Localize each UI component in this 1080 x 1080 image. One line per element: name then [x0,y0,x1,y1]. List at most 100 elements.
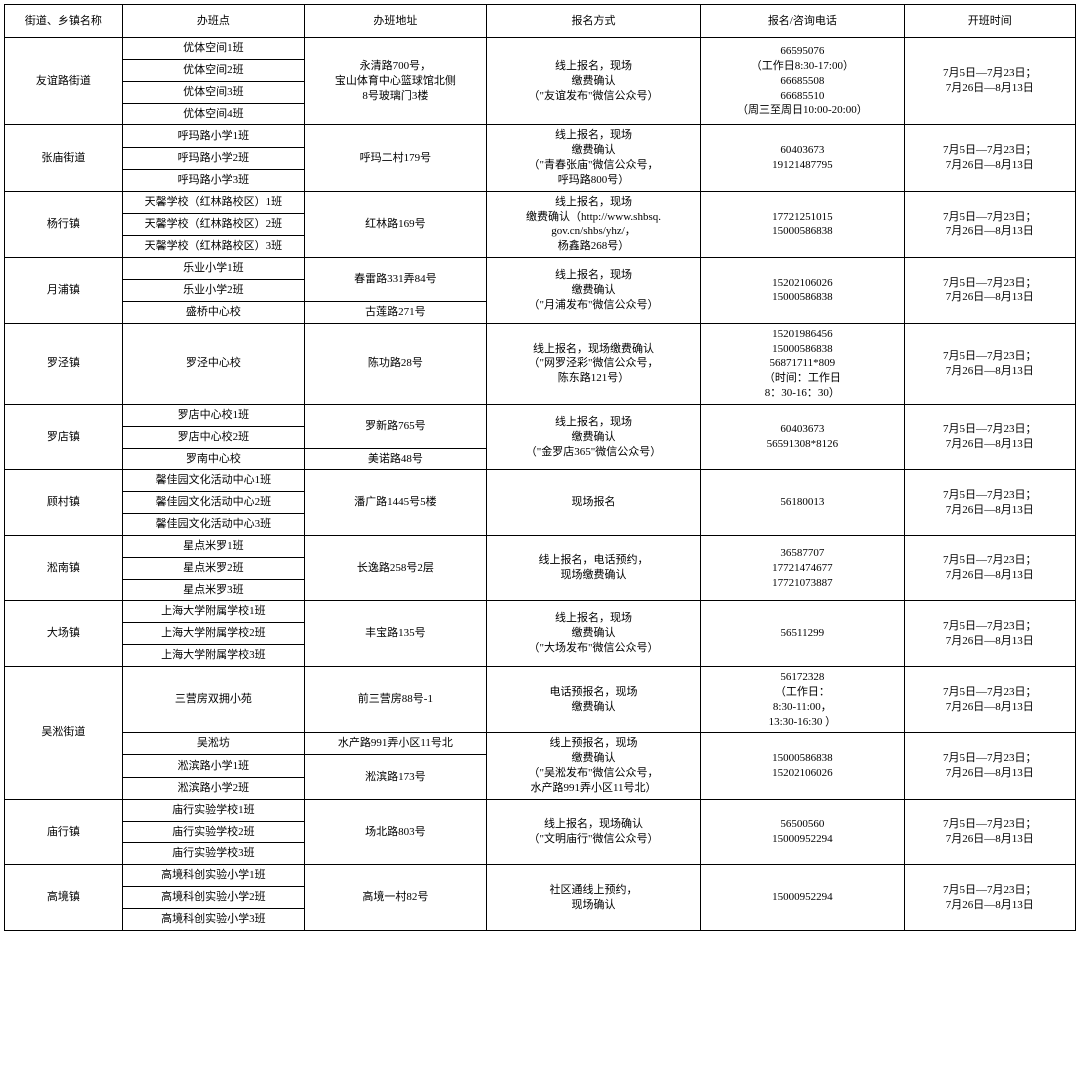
phone-cell: 66595076（工作日8:30-17:00）6668550866685510（… [701,38,904,125]
enroll-cell: 线上报名，现场缴费确认（"月浦发布"微信公众号） [486,258,700,324]
class-cell: 星点米罗2班 [122,557,304,579]
schedule-cell: 7月5日—7月23日；7月26日—8月13日 [904,799,1075,865]
phone-cell: 56511299 [701,601,904,667]
phone-cell: 6040367319121487795 [701,125,904,191]
district-cell: 淞南镇 [5,535,123,601]
phone-cell: 15000952294 [701,865,904,931]
class-cell: 淞滨路小学2班 [122,777,304,799]
class-cell: 吴淞坊 [122,733,304,755]
class-cell: 乐业小学1班 [122,258,304,280]
table-row: 吴淞坊水产路991弄小区11号北线上预报名，现场缴费确认（"吴淞发布"微信公众号… [5,733,1076,755]
address-cell: 古莲路271号 [304,301,486,323]
district-cell: 杨行镇 [5,191,123,257]
address-cell: 高境一村82号 [304,865,486,931]
table-row: 张庙街道呼玛路小学1班呼玛二村179号线上报名，现场缴费确认（"青春张庙"微信公… [5,125,1076,147]
class-cell: 罗泾中心校 [122,323,304,404]
class-cell: 馨佳园文化活动中心2班 [122,492,304,514]
address-cell: 水产路991弄小区11号北 [304,733,486,755]
col-enroll: 报名方式 [486,5,700,38]
class-cell: 星点米罗3班 [122,579,304,601]
table-row: 友谊路街道优体空间1班永清路700号，宝山体育中心篮球馆北侧8号玻璃门3楼线上报… [5,38,1076,60]
district-cell: 月浦镇 [5,258,123,324]
col-schedule: 开班时间 [904,5,1075,38]
class-cell: 优体空间1班 [122,38,304,60]
table-header-row: 街道、乡镇名称 办班点 办班地址 报名方式 报名/咨询电话 开班时间 [5,5,1076,38]
address-cell: 呼玛二村179号 [304,125,486,191]
phone-cell: 365877071772147467717721073887 [701,535,904,601]
district-cell: 友谊路街道 [5,38,123,125]
table-row: 高境镇高境科创实验小学1班高境一村82号社区通线上预约，现场确认15000952… [5,865,1076,887]
class-cell: 优体空间2班 [122,59,304,81]
enroll-cell: 线上报名，现场缴费确认（"金罗店365"微信公众号） [486,404,700,470]
district-cell: 罗店镇 [5,404,123,470]
class-cell: 优体空间3班 [122,81,304,103]
table-row: 庙行镇庙行实验学校1班场北路803号线上报名，现场确认（"文明庙行"微信公众号）… [5,799,1076,821]
class-cell: 庙行实验学校1班 [122,799,304,821]
table-row: 吴淞街道三营房双拥小苑前三营房88号-1电话预报名，现场缴费确认56172328… [5,667,1076,733]
class-cell: 呼玛路小学3班 [122,169,304,191]
enroll-cell: 线上报名，现场缴费确认（"青春张庙"微信公众号，呼玛路800号） [486,125,700,191]
enroll-cell: 线上报名，现场缴费确认（"友谊发布"微信公众号） [486,38,700,125]
address-cell: 场北路803号 [304,799,486,865]
table-row: 杨行镇天馨学校（红林路校区）1班红林路169号线上报名，现场缴费确认（http:… [5,191,1076,213]
schedule-cell: 7月5日—7月23日；7月26日—8月13日 [904,601,1075,667]
class-cell: 呼玛路小学2班 [122,147,304,169]
col-phone: 报名/咨询电话 [701,5,904,38]
class-cell: 馨佳园文化活动中心1班 [122,470,304,492]
address-cell: 罗新路765号 [304,404,486,448]
class-cell: 三营房双拥小苑 [122,667,304,733]
class-cell: 高境科创实验小学2班 [122,887,304,909]
address-cell: 永清路700号，宝山体育中心篮球馆北侧8号玻璃门3楼 [304,38,486,125]
district-cell: 罗泾镇 [5,323,123,404]
table-row: 罗泾镇罗泾中心校陈功路28号线上报名，现场缴费确认（"网罗泾彩"微信公众号，陈东… [5,323,1076,404]
table-row: 罗店镇罗店中心校1班罗新路765号线上报名，现场缴费确认（"金罗店365"微信公… [5,404,1076,426]
class-cell: 庙行实验学校3班 [122,843,304,865]
class-cell: 上海大学附属学校3班 [122,645,304,667]
class-cell: 星点米罗1班 [122,535,304,557]
class-cell: 馨佳园文化活动中心3班 [122,514,304,536]
enroll-cell: 线上预报名，现场缴费确认（"吴淞发布"微信公众号，水产路991弄小区11号北） [486,733,700,799]
phone-cell: 56180013 [701,470,904,536]
enroll-cell: 电话预报名，现场缴费确认 [486,667,700,733]
district-cell: 大场镇 [5,601,123,667]
address-cell: 淞滨路173号 [304,755,486,800]
address-cell: 前三营房88号-1 [304,667,486,733]
class-cell: 呼玛路小学1班 [122,125,304,147]
class-cell: 罗店中心校1班 [122,404,304,426]
district-cell: 吴淞街道 [5,667,123,800]
phone-cell: 1520210602615000586838 [701,258,904,324]
class-cell: 盛桥中心校 [122,301,304,323]
address-cell: 潘广路1445号5楼 [304,470,486,536]
schedule-cell: 7月5日—7月23日；7月26日—8月13日 [904,535,1075,601]
table-row: 月浦镇乐业小学1班春雷路331弄84号线上报名，现场缴费确认（"月浦发布"微信公… [5,258,1076,280]
schedule-cell: 7月5日—7月23日；7月26日—8月13日 [904,258,1075,324]
address-cell: 红林路169号 [304,191,486,257]
table-body: 友谊路街道优体空间1班永清路700号，宝山体育中心篮球馆北侧8号玻璃门3楼线上报… [5,38,1076,931]
class-cell: 天馨学校（红林路校区）3班 [122,236,304,258]
enroll-cell: 线上报名，电话预约，现场缴费确认 [486,535,700,601]
schedule-cell: 7月5日—7月23日；7月26日—8月13日 [904,125,1075,191]
phone-cell: 6040367356591308*8126 [701,404,904,470]
address-cell: 春雷路331弄84号 [304,258,486,302]
phone-cell: 152019864561500058683856871711*809（时间：工作… [701,323,904,404]
schedule-cell: 7月5日—7月23日；7月26日—8月13日 [904,404,1075,470]
address-cell: 美诺路48号 [304,448,486,470]
table-row: 顾村镇馨佳园文化活动中心1班潘广路1445号5楼现场报名561800137月5日… [5,470,1076,492]
address-cell: 丰宝路135号 [304,601,486,667]
class-cell: 上海大学附属学校2班 [122,623,304,645]
address-cell: 长逸路258号2层 [304,535,486,601]
phone-cell: 56172328（工作日：8:30-11:00，13:30-16:30 ） [701,667,904,733]
col-class: 办班点 [122,5,304,38]
class-cell: 罗店中心校2班 [122,426,304,448]
class-cell: 优体空间4班 [122,103,304,125]
col-district: 街道、乡镇名称 [5,5,123,38]
class-cell: 天馨学校（红林路校区）2班 [122,213,304,235]
class-cell: 天馨学校（红林路校区）1班 [122,191,304,213]
district-cell: 庙行镇 [5,799,123,865]
phone-cell: 5650056015000952294 [701,799,904,865]
address-cell: 陈功路28号 [304,323,486,404]
enroll-cell: 线上报名，现场缴费确认（"大场发布"微信公众号） [486,601,700,667]
schedule-cell: 7月5日—7月23日；7月26日—8月13日 [904,191,1075,257]
enroll-cell: 线上报名，现场缴费确认（http://www.shbsq.gov.cn/shbs… [486,191,700,257]
class-cell: 高境科创实验小学1班 [122,865,304,887]
